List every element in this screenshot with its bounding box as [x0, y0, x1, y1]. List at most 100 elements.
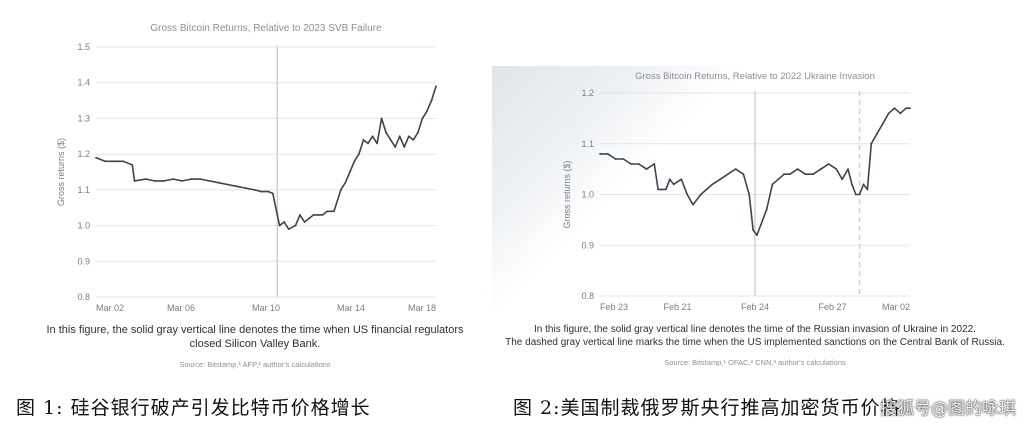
svb-data-point: [367, 142, 369, 145]
ukraine-data-point: [796, 168, 799, 171]
ukraine-data-point: [862, 183, 865, 186]
ukraine-ylabel: Gross returns ($): [562, 160, 572, 228]
ukraine-ytick-label: 1.1: [581, 139, 594, 149]
ukraine-data-point: [765, 208, 768, 211]
ukraine-data-point: [804, 173, 807, 176]
svb-data-point: [144, 178, 147, 181]
ukraine-data-point: [905, 107, 908, 110]
svb-data-point: [326, 210, 329, 213]
svb-data-point: [287, 228, 290, 231]
svb-data-point: [133, 180, 136, 182]
svb-data-point: [421, 117, 424, 120]
ukraine-data-point: [622, 158, 625, 160]
ukraine-data-point: [866, 188, 869, 191]
svb-data-point: [321, 213, 324, 216]
ukraine-data-point: [657, 188, 660, 191]
ukraine-xtick-label: Mar 02: [882, 302, 910, 312]
svb-data-point: [317, 213, 320, 216]
svb-note-line2: closed Silicon Valley Bank.: [189, 338, 321, 350]
ukraine-ytick-label: 0.9: [581, 240, 594, 250]
svb-data-point: [235, 185, 238, 188]
ukraine-data-point: [752, 229, 754, 231]
ukraine-data-point: [827, 163, 830, 165]
ukraine-data-point: [841, 178, 844, 181]
watermark: 搜狐号@图的咏琪: [880, 399, 1016, 419]
ukraine-data-point: [759, 224, 762, 226]
ukraine-xtick-label: Feb 24: [741, 302, 769, 312]
svb-data-point: [267, 190, 270, 193]
svb-data-point: [95, 156, 97, 159]
svb-data-point: [371, 135, 374, 138]
svb-source: Source: Bitstamp,¹ AFP,² author's calcul…: [179, 360, 331, 369]
ukraine-ytick-label: 1.2: [581, 88, 594, 98]
ukraine-source: Source: Bitstamp,¹ OFAC,² CNN,³ author's…: [664, 358, 846, 367]
svb-series-line: [95, 86, 437, 230]
ukraine-data-point: [672, 183, 675, 186]
ukraine-ytick-label: 0.8: [581, 291, 594, 301]
svb-data-point: [299, 213, 301, 216]
svb-xtick-label: Mar 10: [252, 303, 280, 313]
figure-2-caption: 图 2:美国制裁俄罗斯央行推高加密货币价格: [513, 397, 901, 419]
ukraine-data-point: [711, 183, 714, 186]
svb-data-point: [435, 85, 437, 88]
ukraine-data-point: [748, 193, 751, 196]
svb-ylabel: Gross returns ($): [56, 138, 66, 206]
svb-data-point: [271, 192, 274, 195]
svb-xtick-label: Mar 06: [167, 303, 195, 313]
svb-data-point: [172, 178, 174, 181]
ukraine-data-point: [819, 168, 822, 171]
svb-chart-panel: Gross Bitcoin Returns, Relative to 2023 …: [0, 0, 510, 385]
ukraine-data-point: [699, 193, 702, 196]
ukraine-data-point: [606, 153, 609, 155]
svb-data-point: [344, 181, 347, 184]
svb-data-point: [104, 160, 106, 163]
svb-data-point: [380, 117, 383, 120]
svb-data-point: [154, 180, 156, 182]
ukraine-data-point: [630, 163, 632, 165]
ukraine-data-point: [870, 142, 873, 145]
ukraine-data-point: [653, 163, 656, 165]
ukraine-ytick-label: 1.0: [581, 190, 594, 200]
svb-data-point: [181, 180, 184, 182]
ukraine-data-point: [734, 168, 737, 171]
ukraine-data-point: [777, 178, 780, 181]
svb-ytick-label: 1.2: [77, 149, 90, 159]
svb-data-point: [226, 183, 229, 186]
svb-data-point: [398, 135, 401, 138]
svb-data-point: [294, 224, 297, 227]
svb-data-point: [362, 138, 365, 141]
svb-data-point: [217, 181, 220, 184]
ukraine-data-point: [854, 193, 857, 196]
figure-1-caption: 图 1: 硅谷银行破产引发比特币价格增长: [16, 397, 371, 419]
ukraine-data-point: [664, 188, 667, 191]
svb-data-point: [283, 221, 286, 223]
ukraine-data-point: [705, 188, 708, 191]
ukraine-data-point: [645, 168, 648, 171]
svb-data-point: [385, 131, 388, 134]
ukraine-data-point: [847, 168, 849, 171]
ukraine-data-point: [599, 153, 601, 155]
ukraine-title: Gross Bitcoin Returns, Relative to 2022 …: [635, 71, 875, 82]
ukraine-data-point: [726, 173, 729, 176]
ukraine-data-point: [637, 163, 640, 165]
ukraine-data-point: [850, 183, 853, 186]
svb-ytick-label: 0.8: [77, 292, 90, 302]
svb-data-point: [244, 187, 247, 189]
svb-data-point: [199, 178, 202, 181]
svb-data-point: [358, 153, 360, 156]
ukraine-data-point: [788, 173, 791, 176]
svb-data-point: [426, 110, 428, 113]
svb-ytick-label: 1.1: [77, 185, 90, 195]
svb-data-point: [407, 135, 410, 138]
ukraine-data-point: [893, 107, 896, 110]
ukraine-xtick-label: Feb 27: [818, 302, 846, 312]
svb-data-point: [131, 163, 134, 166]
svb-ytick-label: 1.5: [77, 42, 90, 52]
ukraine-xtick-label: Feb 21: [663, 302, 691, 312]
svb-data-point: [389, 138, 392, 141]
svb-title: Gross Bitcoin Returns, Relative to 2023 …: [150, 23, 382, 34]
ukraine-chart-panel: Gross Bitcoin Returns, Relative to 2022 …: [492, 66, 1018, 376]
svb-chart: Gross Bitcoin Returns, Relative to 2023 …: [56, 23, 437, 313]
ukraine-data-point: [812, 173, 815, 176]
svb-data-point: [353, 160, 356, 163]
